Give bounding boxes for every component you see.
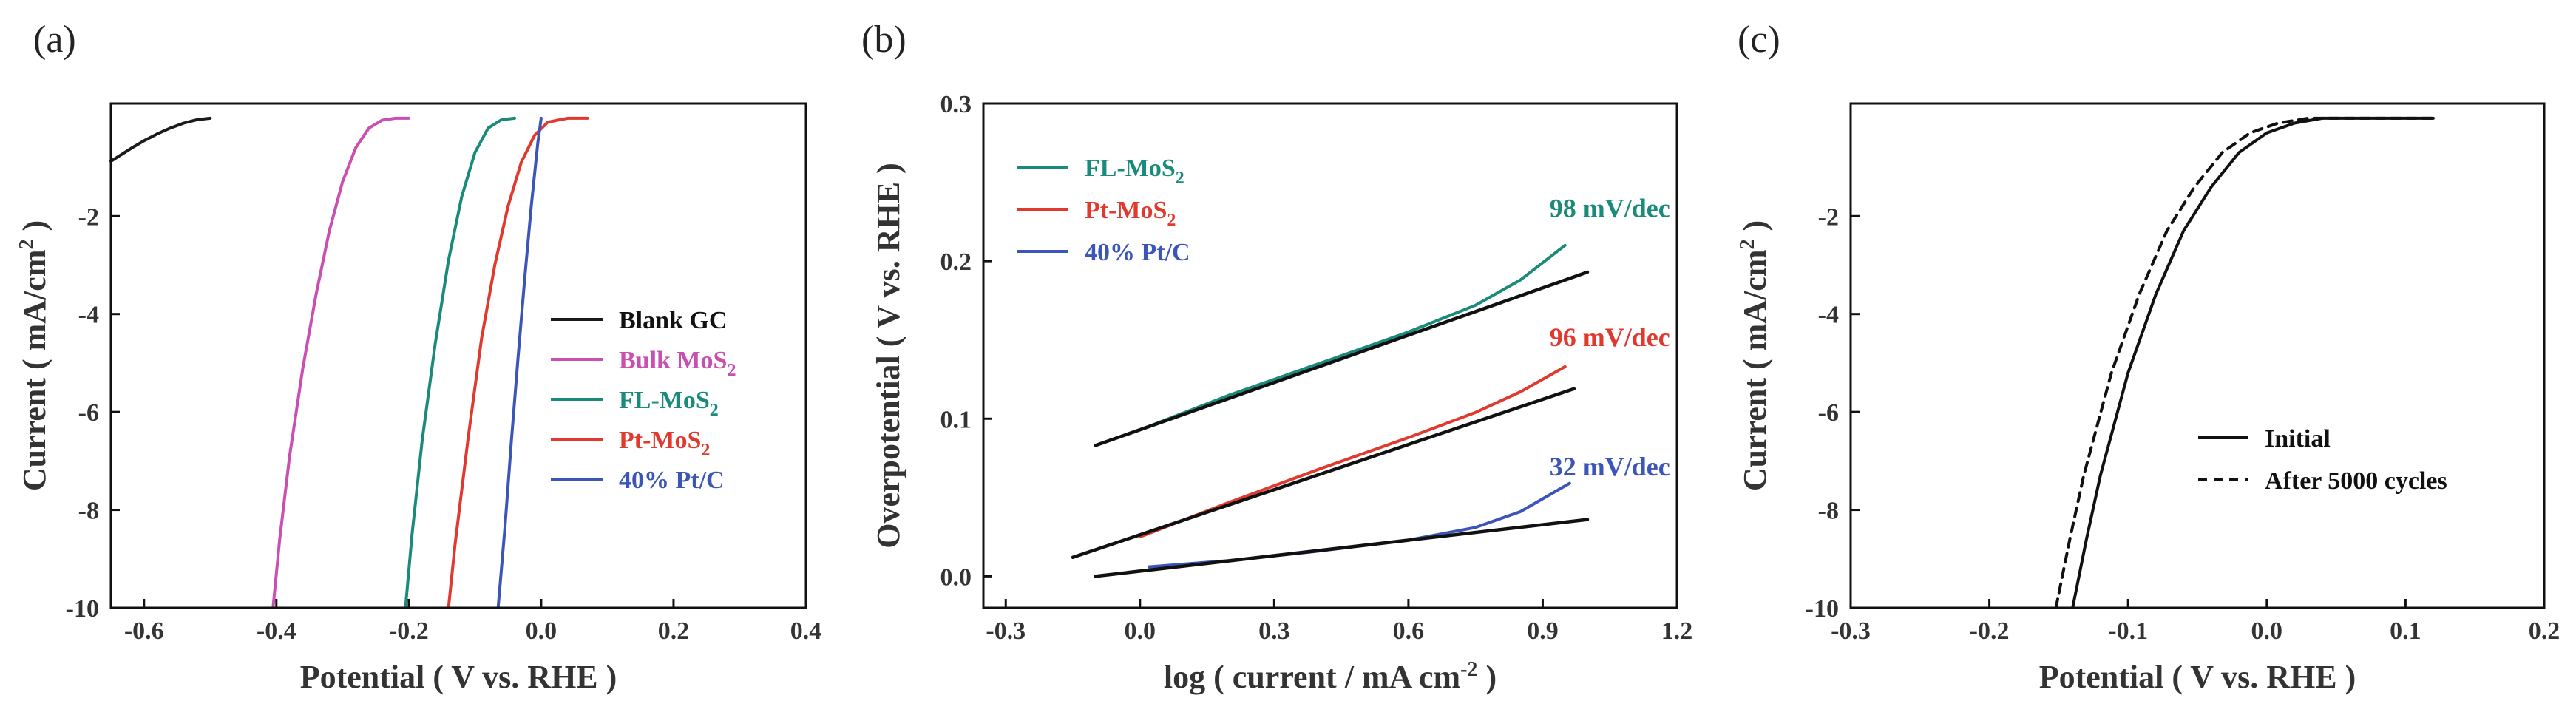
x-tick-label: 0.0 <box>2251 617 2283 645</box>
y-tick-label: -2 <box>78 203 99 231</box>
legend: Blank GC Bulk MoS2 FL-MoS2 Pt-MoS2 40% Pt/C <box>551 307 736 494</box>
panel-label: (c) <box>1738 18 1780 61</box>
plot-frame <box>1849 102 2546 609</box>
legend-label: Bulk MoS2 <box>619 347 736 380</box>
x-tick-label: 1.2 <box>1661 617 1693 645</box>
x-tick-label: 0.1 <box>2390 617 2421 645</box>
y-tick-label: 0.2 <box>940 248 972 276</box>
series-line-3 <box>1147 481 1571 569</box>
slope-annotation-3: 32 mV/dec <box>1550 452 1670 481</box>
y-tick-label: -6 <box>1818 399 1839 427</box>
x-axis-label: Potential ( V vs. RHE ) <box>300 659 617 695</box>
x-tick-label: 0.0 <box>1125 617 1156 645</box>
x-tick-label: 0.9 <box>1527 617 1559 645</box>
legend: FL-MoS2 Pt-MoS2 40% Pt/C <box>1017 155 1190 266</box>
x-tick-label: -0.3 <box>986 617 1026 645</box>
y-tick-label: 0.0 <box>940 563 972 591</box>
series-line-1 <box>2071 116 2435 609</box>
panel-c: (c) -0.3 -0.2 -0.1 0.0 0.1 0.2 -10 -8 -6 -4 -2 Poten… <box>1736 18 2560 695</box>
x-tick-label: -0.3 <box>1831 617 1871 645</box>
series-line-5 <box>496 116 543 609</box>
legend: Initial After 5000 cycles <box>2198 425 2447 495</box>
y-tick-label: -2 <box>1818 203 1839 231</box>
legend-label: Blank GC <box>619 307 727 334</box>
legend-label: Pt-MoS2 <box>1085 197 1176 230</box>
x-tick-label: -0.4 <box>257 617 296 645</box>
legend-label: Initial <box>2265 425 2331 453</box>
x-tick-label: 0.2 <box>2529 617 2560 645</box>
y-tick-label: -6 <box>78 399 99 427</box>
series-line-2 <box>271 116 410 609</box>
x-tick-label: -0.1 <box>2108 617 2148 645</box>
panel-a: (a) -0.6 -0.4 -0.2 0.0 0.2 0.4 -10 -8 -6 -4 -2 Poten… <box>16 18 821 695</box>
x-tick-label: -0.2 <box>389 617 429 645</box>
x-tick-label: -0.2 <box>1970 617 2010 645</box>
y-tick-label: 0.3 <box>940 91 972 118</box>
legend-label: Pt-MoS2 <box>619 427 710 460</box>
series-line-2 <box>1138 365 1567 539</box>
slope-annotation-2: 96 mV/dec <box>1550 322 1670 352</box>
series-line-2 <box>2054 116 2435 609</box>
fit-line-1 <box>1094 270 1590 447</box>
panel-label: (a) <box>33 18 76 61</box>
plot-frame <box>982 102 1678 609</box>
y-axis-label: Overpotential ( V vs. RHE ) <box>870 163 906 548</box>
x-tick-label: 0.6 <box>1393 617 1425 645</box>
y-axis-label: Current ( mA/cm2 ) <box>1736 220 1773 491</box>
series-line-3 <box>404 116 517 609</box>
series-line-1 <box>109 116 212 163</box>
y-tick-label: -4 <box>78 302 99 329</box>
fit-line-2 <box>1071 387 1576 560</box>
panel-label: (b) <box>861 18 906 61</box>
y-tick-label: -10 <box>1806 595 1839 623</box>
legend-label: 40% Pt/C <box>1085 239 1190 266</box>
legend-label: FL-MoS2 <box>1085 155 1184 188</box>
series-line-4 <box>447 116 589 609</box>
x-tick-label: 0.4 <box>790 617 822 645</box>
x-tick-label: 0.0 <box>526 617 557 645</box>
plot-frame <box>109 102 807 609</box>
x-tick-label: 0.3 <box>1258 617 1290 645</box>
fit-line-3 <box>1094 518 1590 578</box>
y-tick-label: 0.1 <box>940 406 972 433</box>
x-tick-label: 0.2 <box>658 617 690 645</box>
series-line-1 <box>1138 243 1567 432</box>
x-axis-label: log ( current / mA cm-2 ) <box>1164 658 1497 695</box>
y-axis-label: Current ( mA/cm2 ) <box>16 220 52 491</box>
x-tick-label: -0.6 <box>124 617 164 645</box>
y-tick-label: -10 <box>66 595 99 623</box>
slope-annotation-1: 98 mV/dec <box>1550 193 1670 223</box>
y-tick-label: -4 <box>1818 302 1839 329</box>
y-tick-label: -8 <box>78 498 99 525</box>
legend-label: FL-MoS2 <box>619 387 719 420</box>
panel-b: (b) 98 mV/dec 96 mV/dec 32 mV/dec -0.3 0.0 0.3… <box>861 18 1692 695</box>
legend-label: 40% Pt/C <box>619 467 725 494</box>
legend-label: After 5000 cycles <box>2265 467 2447 495</box>
x-axis-label: Potential ( V vs. RHE ) <box>2039 659 2356 695</box>
y-tick-label: -8 <box>1818 498 1839 525</box>
